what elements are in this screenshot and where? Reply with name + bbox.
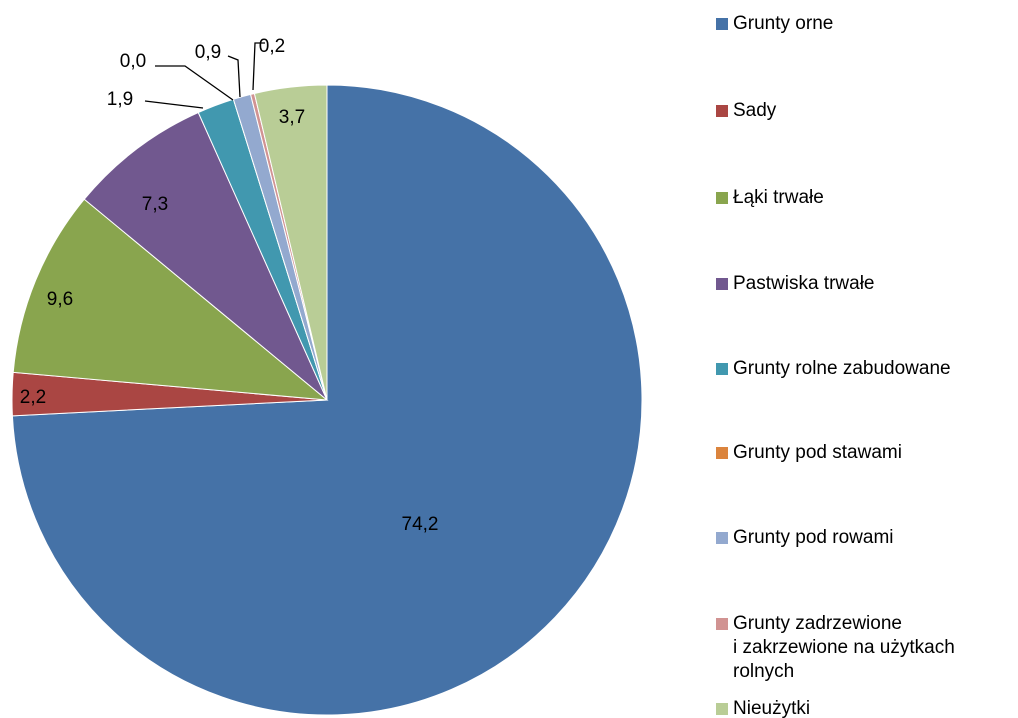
legend-item: Pastwiska trwałe	[716, 272, 875, 296]
legend-swatch	[716, 278, 728, 290]
legend-swatch	[716, 618, 728, 630]
legend-swatch	[716, 532, 728, 544]
legend-item: Grunty zadrzewione i zakrzewione na użyt…	[716, 612, 955, 684]
legend-swatch	[716, 447, 728, 459]
legend-item: Grunty rolne zabudowane	[716, 357, 951, 381]
legend-item: Łąki trwałe	[716, 186, 824, 210]
legend-item: Sady	[716, 99, 776, 123]
legend-swatch	[716, 105, 728, 117]
data-label: 2,2	[20, 387, 46, 408]
legend-item: Nieużytki	[716, 697, 810, 718]
legend-label: Grunty orne	[733, 13, 834, 34]
pie-slice	[83, 111, 328, 401]
leader-line	[144, 100, 204, 109]
legend-label: Pastwiska trwałe	[733, 273, 875, 294]
legend-swatch	[716, 192, 728, 204]
leader-line	[252, 42, 265, 91]
data-label: 0,2	[259, 36, 285, 57]
legend-label: Nieużytki	[733, 698, 811, 718]
legend-label: Grunty pod stawami	[733, 442, 902, 463]
legend-label: Sady	[733, 100, 777, 121]
legend-swatch	[716, 363, 728, 375]
data-label: 74,2	[402, 514, 439, 535]
legend-swatch	[716, 18, 728, 30]
legend-label: Grunty zadrzewione i zakrzewione na użyt…	[733, 613, 955, 682]
data-label: 1,9	[107, 89, 133, 110]
legend-item: Grunty pod rowami	[716, 526, 894, 550]
data-label: 0,9	[195, 42, 221, 63]
data-label: 3,7	[279, 107, 305, 128]
data-label: 0,0	[120, 51, 146, 72]
legend-label: Grunty pod rowami	[733, 527, 894, 548]
legend-swatch	[716, 703, 728, 715]
data-label: 9,6	[47, 289, 73, 310]
legend-label: Łąki trwałe	[733, 187, 824, 208]
legend-label: Grunty rolne zabudowane	[733, 358, 951, 379]
pie-area: 74,2 2,2 9,6 7,3 1,9 0,0 0,9 0,2 3,7	[11, 36, 643, 716]
leader-line	[227, 55, 241, 98]
pie-slice	[12, 198, 329, 401]
data-label: 7,3	[142, 194, 168, 215]
leader-line	[155, 65, 234, 101]
legend-item: Grunty pod stawami	[716, 441, 902, 465]
pie-slice	[253, 84, 328, 401]
legend-item: Grunty orne	[716, 12, 833, 36]
